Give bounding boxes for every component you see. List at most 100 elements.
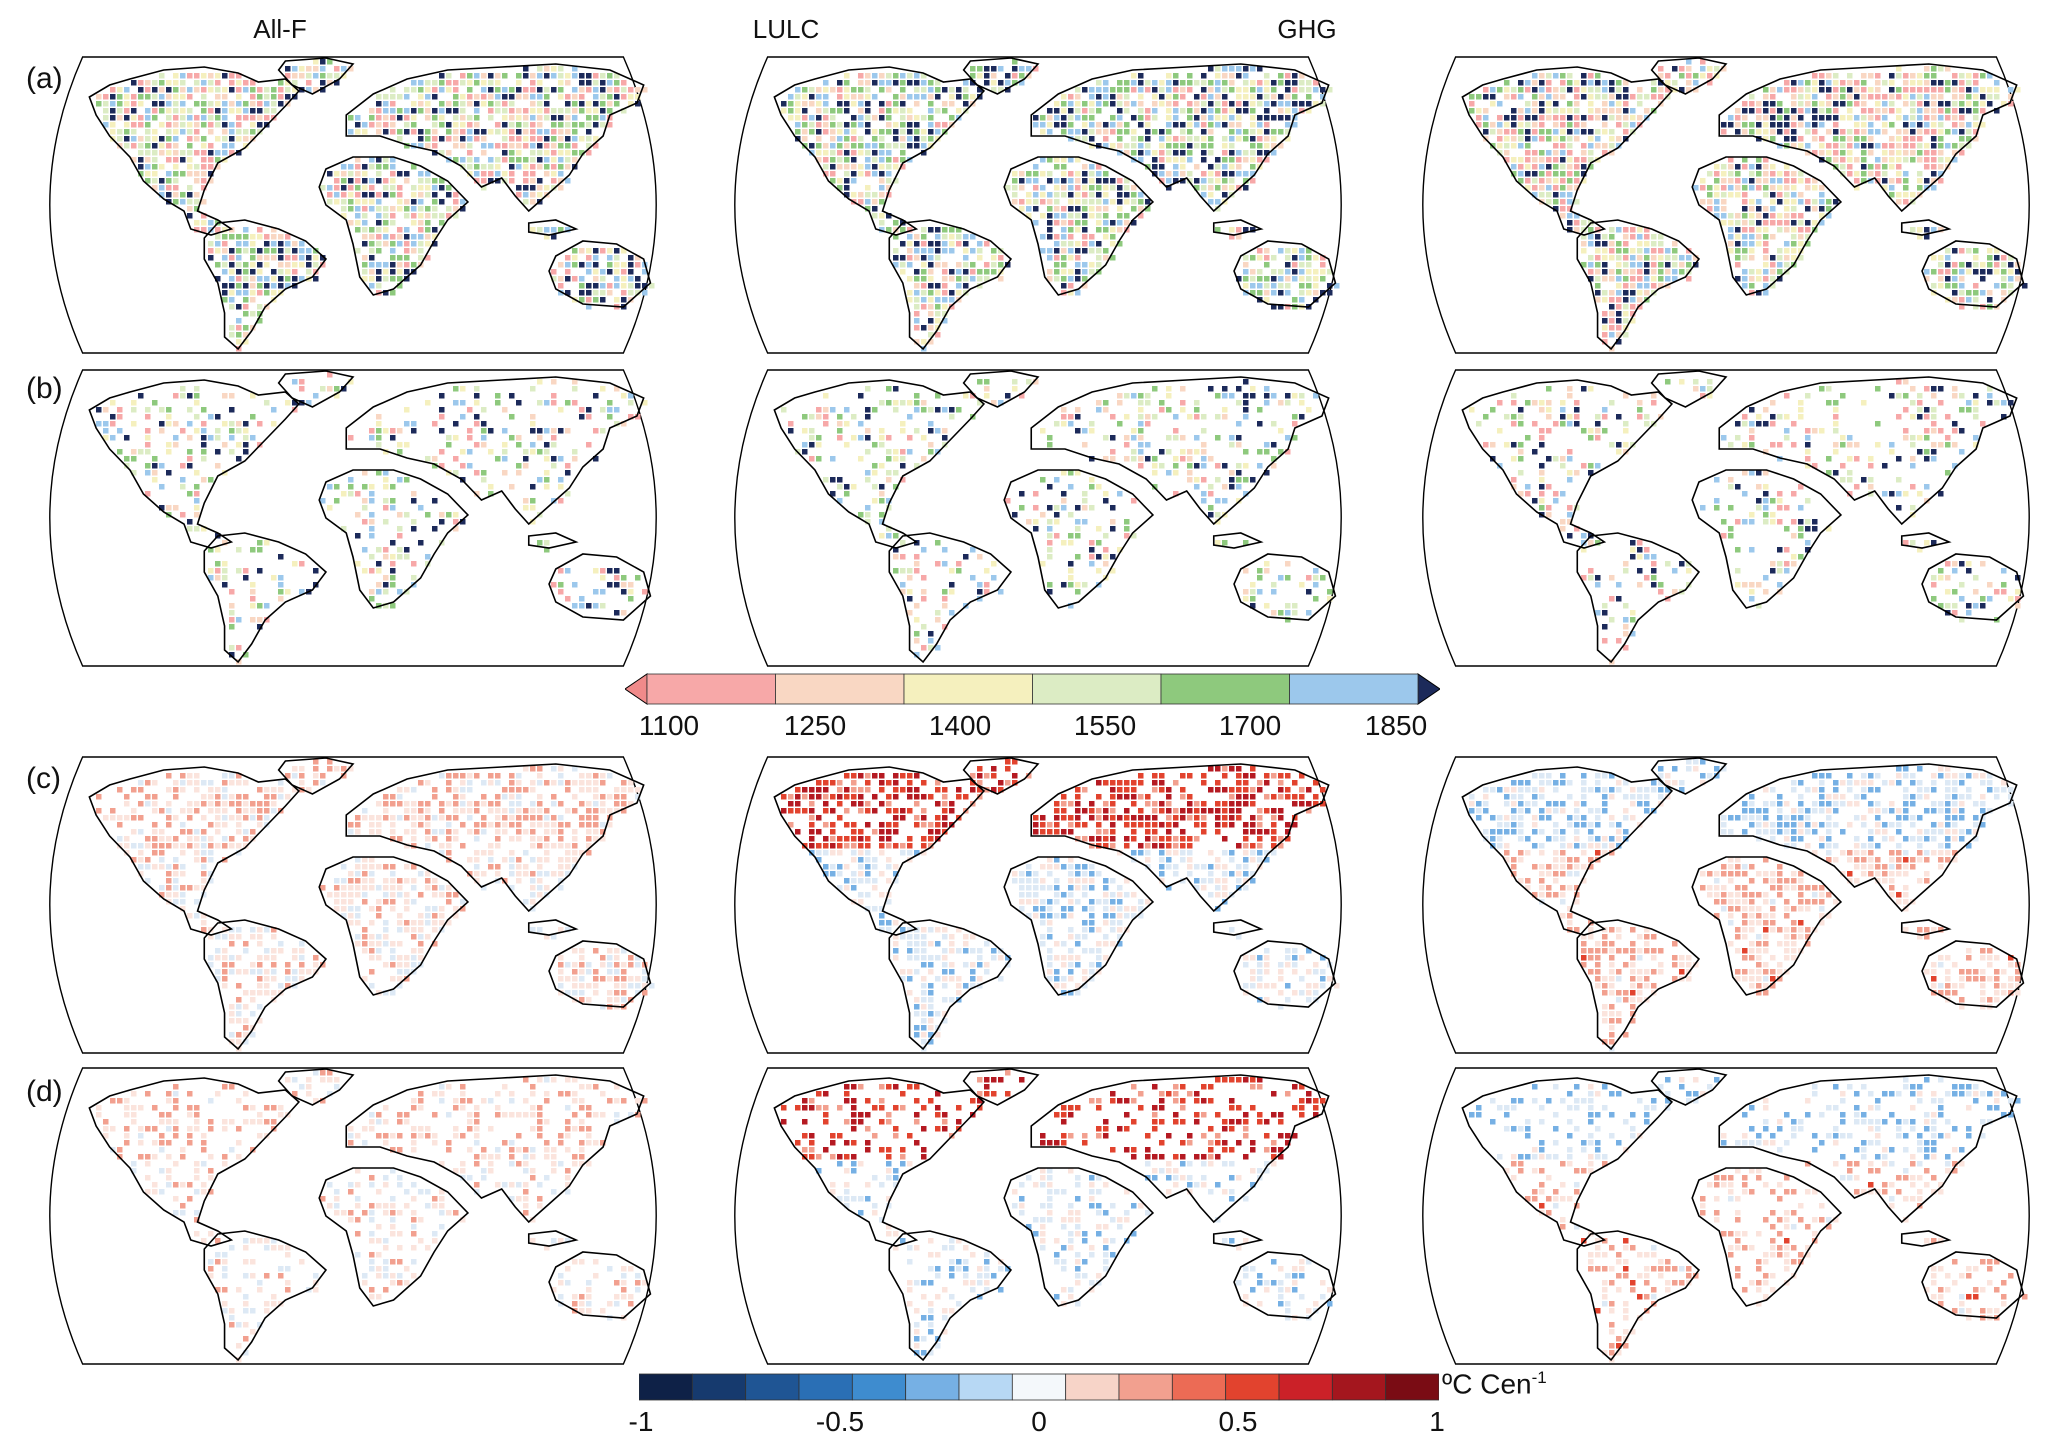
grid-cell	[1187, 463, 1193, 469]
grid-cell	[1271, 101, 1277, 107]
grid-cell	[187, 129, 193, 135]
grid-cell	[152, 171, 158, 177]
grid-cell	[1117, 129, 1123, 135]
grid-cell	[1560, 157, 1566, 163]
grid-cell	[921, 290, 927, 296]
grid-cell	[1187, 414, 1193, 420]
grid-cell	[390, 171, 396, 177]
grid-cell	[872, 498, 878, 504]
grid-cell	[1194, 407, 1200, 413]
grid-cell	[404, 143, 410, 149]
grid-cell	[292, 379, 298, 385]
grid-cell	[1630, 227, 1636, 233]
grid-cell	[530, 171, 536, 177]
grid-cell	[1152, 87, 1158, 93]
grid-cell	[250, 290, 256, 296]
grid-cell	[907, 276, 913, 282]
grid-cell	[1047, 547, 1053, 553]
grid-cell	[334, 498, 340, 504]
grid-cell	[1896, 178, 1902, 184]
grid-cell	[1159, 463, 1165, 469]
grid-cell	[1082, 122, 1088, 128]
grid-cell	[1271, 393, 1277, 399]
grid-cell	[907, 589, 913, 595]
grid-cell	[970, 393, 976, 399]
grid-cell	[1159, 80, 1165, 86]
grid-cell	[411, 428, 417, 434]
grid-cell	[1952, 442, 1958, 448]
grid-cell	[173, 393, 179, 399]
grid-cell	[1833, 143, 1839, 149]
grid-cell	[187, 143, 193, 149]
grid-cell	[208, 129, 214, 135]
grid-cell	[1250, 122, 1256, 128]
grid-cell	[1061, 213, 1067, 219]
grid-cell	[1784, 115, 1790, 121]
grid-cell	[1236, 276, 1242, 282]
grid-cell	[362, 213, 368, 219]
grid-cell	[921, 129, 927, 135]
grid-cell	[1917, 491, 1923, 497]
grid-cell	[872, 407, 878, 413]
grid-cell	[229, 227, 235, 233]
grid-cell	[1602, 276, 1608, 282]
grid-cell	[579, 290, 585, 296]
grid-cell	[432, 234, 438, 240]
grid-cell	[495, 87, 501, 93]
grid-cell	[1166, 94, 1172, 100]
grid-cell	[914, 325, 920, 331]
grid-cell	[215, 227, 221, 233]
grid-cell	[1026, 206, 1032, 212]
grid-cell	[586, 108, 592, 114]
grid-cell	[1875, 164, 1881, 170]
grid-cell	[1061, 407, 1067, 413]
grid-cell	[390, 213, 396, 219]
grid-cell	[390, 164, 396, 170]
grid-cell	[1250, 80, 1256, 86]
grid-cell	[236, 568, 242, 574]
grid-cell	[586, 414, 592, 420]
grid-cell	[166, 115, 172, 121]
grid-cell	[1110, 87, 1116, 93]
grid-cell	[173, 150, 179, 156]
grid-cell	[152, 87, 158, 93]
grid-cell	[1061, 234, 1067, 240]
grid-cell	[1285, 435, 1291, 441]
grid-cell	[572, 582, 578, 588]
grid-cell	[348, 199, 354, 205]
grid-cell	[1686, 87, 1692, 93]
grid-cell	[446, 129, 452, 135]
grid-cell	[1924, 234, 1930, 240]
grid-cell	[502, 73, 508, 79]
grid-cell	[1812, 108, 1818, 114]
grid-cell	[1665, 248, 1671, 254]
grid-cell	[495, 178, 501, 184]
grid-cell	[558, 276, 564, 282]
grid-cell	[851, 143, 857, 149]
grid-cell	[502, 407, 508, 413]
grid-cell	[1236, 66, 1242, 72]
grid-cell	[1742, 248, 1748, 254]
grid-cell	[278, 276, 284, 282]
grid-cell	[949, 227, 955, 233]
grid-cell	[914, 87, 920, 93]
grid-cell	[1082, 248, 1088, 254]
grid-cell	[1959, 262, 1965, 268]
grid-cell	[383, 269, 389, 275]
grid-cell	[886, 227, 892, 233]
grid-cell	[1595, 262, 1601, 268]
grid-cell	[830, 178, 836, 184]
grid-cell	[1553, 491, 1559, 497]
grid-cell	[1763, 262, 1769, 268]
grid-cell	[1075, 255, 1081, 261]
grid-cell	[1299, 283, 1305, 289]
grid-cell	[1602, 297, 1608, 303]
grid-cell	[1833, 428, 1839, 434]
grid-cell	[879, 143, 885, 149]
grid-cell	[1819, 206, 1825, 212]
grid-cell	[551, 171, 557, 177]
grid-cell	[1973, 80, 1979, 86]
grid-cell	[1257, 575, 1263, 581]
grid-cell	[1945, 101, 1951, 107]
grid-cell	[963, 276, 969, 282]
